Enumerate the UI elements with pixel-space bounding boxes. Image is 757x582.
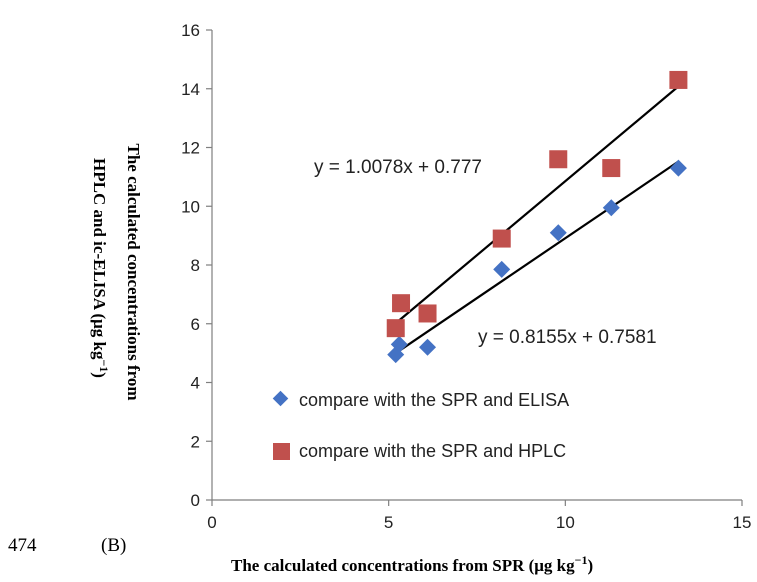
- x-tick-label: 0: [207, 513, 216, 532]
- x-tick-label: 10: [556, 513, 575, 532]
- legend-label-elisa: compare with the SPR and ELISA: [299, 390, 569, 410]
- y-tick-label: 0: [191, 491, 200, 510]
- data-point-hplc: [386, 319, 405, 338]
- y-tick-label: 4: [191, 374, 200, 393]
- axes: 0 2 4 6 8 10 12 14 16 0 5 10 15: [181, 21, 751, 532]
- y-tick-label: 10: [181, 197, 200, 216]
- page-gap-right: [395, 544, 465, 582]
- y-tick-label: 12: [181, 139, 200, 158]
- panel-label: (B): [101, 535, 126, 556]
- equation-hplc: y = 1.0078x + 0.777: [314, 157, 482, 178]
- data-point-elisa: [669, 159, 687, 177]
- data-point-hplc: [602, 159, 621, 178]
- y-tick-label: 16: [181, 21, 200, 40]
- data-point-hplc: [549, 150, 568, 169]
- y-axis-title-line1: The calculated concentrations from: [124, 143, 143, 400]
- data-point-elisa: [549, 224, 567, 242]
- data-point-elisa: [419, 338, 437, 356]
- legend-marker-elisa: [272, 390, 289, 407]
- data-point-hplc: [418, 304, 437, 323]
- trendline-elisa: [395, 160, 680, 355]
- x-tick-label: 5: [384, 513, 393, 532]
- y-tick-label: 2: [191, 432, 200, 451]
- x-axis-title: The calculated concentrations from SPR (…: [231, 553, 593, 575]
- legend: compare with the SPR and ELISA compare w…: [272, 390, 569, 461]
- trendlines: [395, 85, 680, 355]
- legend-marker-hplc: [273, 443, 290, 460]
- trendline-hplc: [395, 85, 680, 325]
- y-axis-title-line2: HPLC and ic-ELISA (μg kg−1): [90, 158, 111, 378]
- data-point-hplc: [669, 70, 688, 89]
- y-tick-label: 14: [181, 80, 200, 99]
- x-tick-label: 15: [733, 513, 752, 532]
- data-point-hplc: [392, 294, 411, 313]
- data-markers: [386, 70, 688, 364]
- y-tick-label: 8: [191, 256, 200, 275]
- y-axis-ticks: 0 2 4 6 8 10 12 14 16: [181, 21, 212, 510]
- line-number: 474: [8, 535, 37, 556]
- data-point-elisa: [493, 260, 511, 278]
- data-point-hplc: [492, 229, 511, 248]
- y-tick-label: 6: [191, 315, 200, 334]
- page-gap-left: [175, 544, 208, 582]
- data-point-elisa: [602, 199, 620, 217]
- x-axis-ticks: 0 5 10 15: [207, 500, 751, 532]
- equation-elisa: y = 0.8155x + 0.7581: [478, 327, 657, 348]
- data-point-elisa: [390, 335, 408, 353]
- legend-label-hplc: compare with the SPR and HPLC: [299, 441, 566, 461]
